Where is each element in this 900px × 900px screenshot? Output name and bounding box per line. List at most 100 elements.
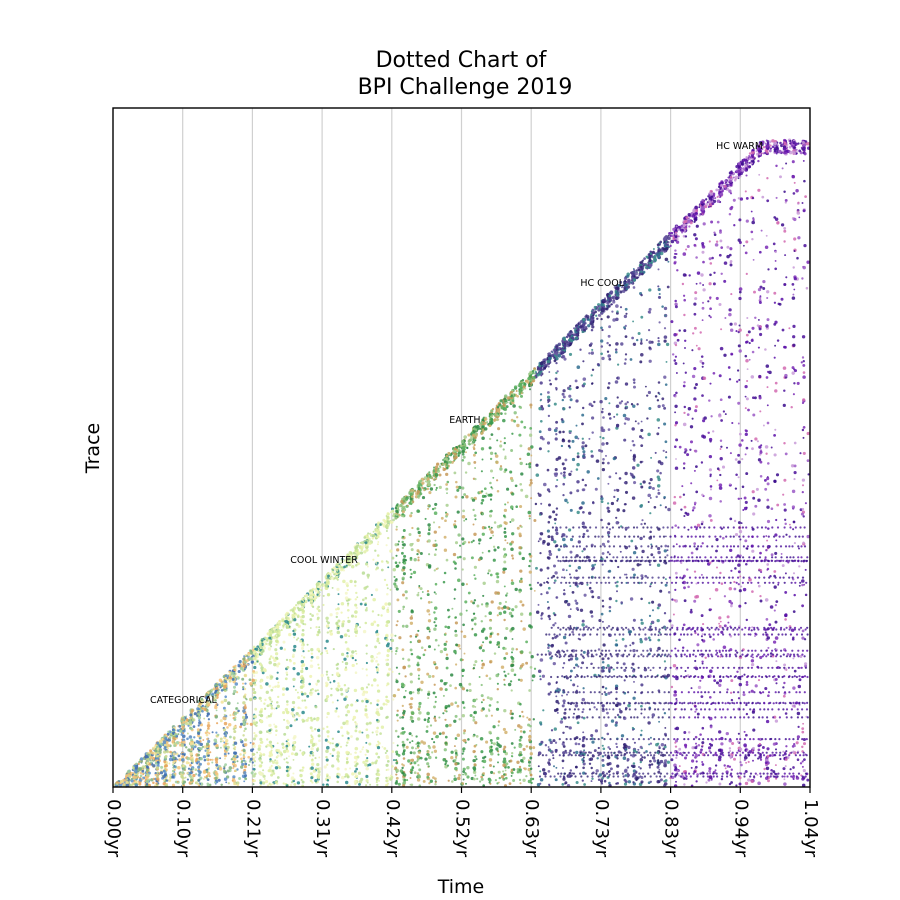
event-dot [434, 548, 438, 551]
event-dot [275, 707, 278, 710]
event-dot [307, 649, 310, 653]
event-dot [602, 747, 606, 751]
event-dot [797, 142, 800, 145]
event-dot [474, 577, 477, 580]
event-dot [297, 696, 301, 700]
event-dot [649, 496, 652, 499]
event-dot [616, 590, 618, 593]
event-dot [431, 751, 434, 754]
event-dot [783, 345, 786, 349]
event-dot [199, 776, 203, 780]
event-dot [496, 490, 500, 493]
event-dot [354, 650, 357, 653]
event-dot [608, 417, 612, 420]
event-dot [302, 683, 305, 687]
event-dot [682, 294, 686, 297]
event-dot [612, 318, 616, 322]
event-dot [784, 518, 787, 521]
event-dot [466, 775, 470, 779]
event-dot [561, 420, 565, 424]
event-dot [523, 426, 527, 429]
event-dot [366, 565, 369, 568]
event-dot [497, 427, 501, 431]
event-dot [631, 754, 636, 758]
event-dot [503, 437, 506, 440]
event-dot [725, 731, 729, 736]
event-dot [623, 438, 627, 442]
event-dot [738, 378, 741, 382]
event-dot [454, 737, 458, 740]
event-dot [601, 563, 604, 566]
event-dot [489, 573, 493, 577]
event-dot [745, 156, 748, 159]
event-dot [782, 366, 787, 370]
event-dot [791, 296, 796, 300]
event-dot [693, 233, 697, 237]
event-dot [562, 731, 565, 735]
event-dot [587, 315, 590, 318]
event-dot [490, 486, 493, 489]
event-dot [700, 573, 703, 576]
event-dot [708, 749, 711, 753]
event-dot [500, 775, 505, 779]
event-dot [317, 605, 320, 609]
event-dot [237, 709, 240, 713]
event-dot [752, 512, 756, 516]
event-dot [351, 650, 355, 654]
event-dot [743, 759, 746, 762]
event-dot [130, 783, 134, 787]
event-dot [346, 608, 350, 612]
event-dot [374, 549, 377, 552]
event-dot [607, 428, 611, 431]
event-dot [433, 507, 437, 510]
event-dot [774, 259, 777, 262]
event-dot [354, 598, 358, 601]
event-dot [516, 760, 520, 764]
event-dot [590, 766, 593, 770]
event-dot [282, 624, 285, 627]
event-dot [290, 752, 294, 756]
event-dot [362, 629, 367, 634]
event-dot [645, 750, 648, 753]
event-dot [569, 769, 573, 772]
event-dot [362, 746, 365, 749]
event-dot [796, 711, 801, 716]
event-dot [762, 424, 765, 427]
event-dot [459, 647, 462, 650]
event-dot [187, 767, 191, 770]
event-dot [693, 770, 697, 773]
event-dot [542, 709, 545, 712]
event-dot [576, 715, 581, 719]
event-dot [468, 682, 472, 686]
event-dot [689, 448, 692, 451]
event-dot [488, 677, 492, 680]
event-dot [785, 276, 788, 279]
event-dot [400, 551, 404, 555]
event-dot [455, 485, 459, 489]
event-dot [385, 623, 389, 628]
event-dot [708, 454, 713, 459]
event-dot [433, 705, 436, 709]
event-dot [656, 475, 660, 479]
event-dot [190, 762, 193, 765]
event-dot [457, 451, 461, 455]
event-dot [781, 564, 785, 568]
event-dot [504, 674, 507, 677]
event-dot [462, 767, 466, 771]
event-dot [770, 553, 774, 557]
event-dot [766, 140, 770, 143]
event-dot [252, 774, 256, 778]
event-dot [678, 638, 681, 642]
event-dot [801, 629, 805, 633]
event-dot [532, 746, 536, 750]
event-dot [754, 437, 758, 441]
event-dot [283, 718, 286, 721]
event-dot [209, 751, 212, 754]
event-dot [670, 685, 674, 689]
event-dot [716, 566, 718, 569]
event-dot [472, 770, 477, 774]
event-dot [666, 554, 669, 557]
event-dot [168, 757, 173, 762]
event-dot [268, 729, 272, 732]
event-dot [696, 523, 701, 527]
